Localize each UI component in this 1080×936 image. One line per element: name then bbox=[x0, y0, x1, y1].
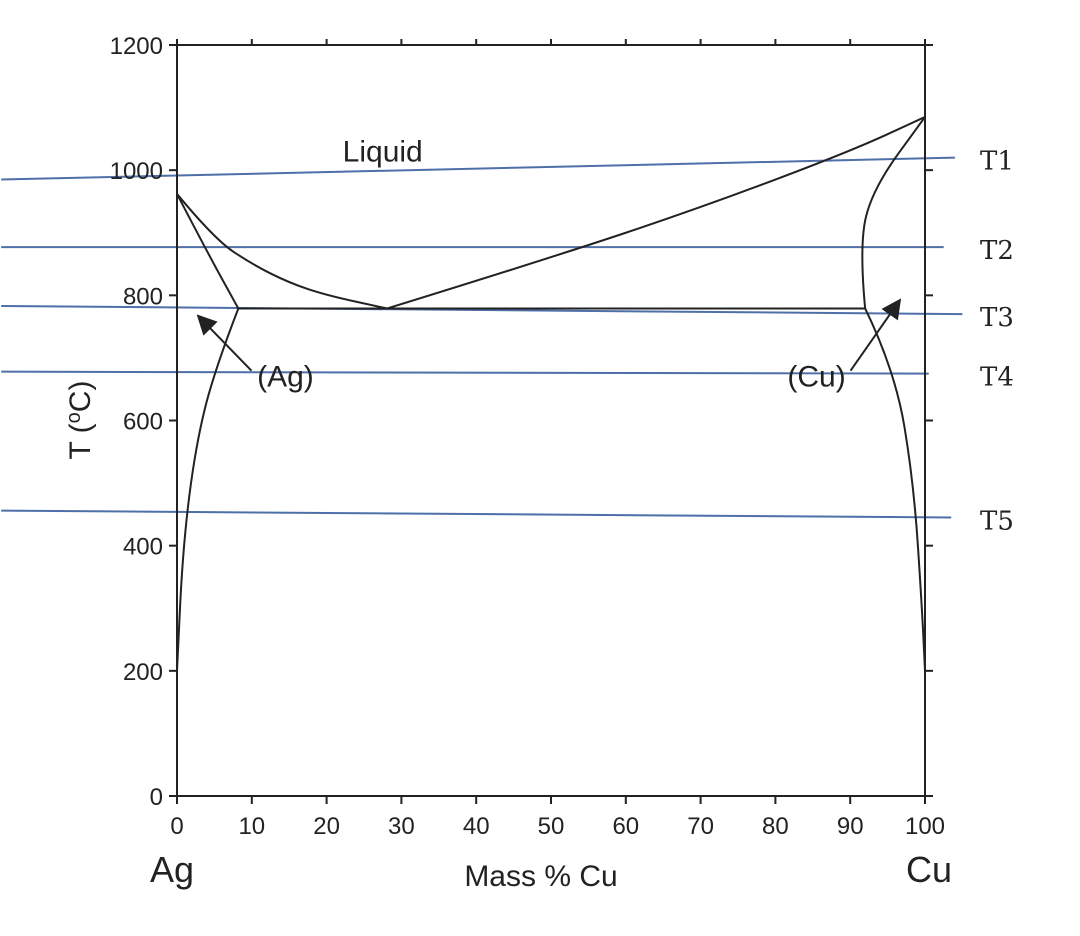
boundary-liquidus-ag bbox=[176, 193, 388, 310]
end-label-cu: Cu bbox=[906, 849, 952, 890]
boundary-solidus-ag bbox=[176, 193, 240, 309]
x-axis-label: Mass % Cu bbox=[464, 860, 617, 893]
region-label: Liquid bbox=[343, 135, 423, 168]
boundary-solidus-cu bbox=[861, 116, 926, 309]
temperature-lines bbox=[1, 156, 963, 519]
y-axis-label-superscript: o bbox=[63, 412, 85, 423]
temperature-line-t4 bbox=[1, 370, 929, 375]
temperature-line-label-t5: T5 bbox=[980, 507, 1014, 537]
y-tick-label: 800 bbox=[123, 283, 163, 310]
region-labels: Liquid (Ag) (Cu) bbox=[196, 135, 902, 394]
temperature-line-label-t3: T3 bbox=[980, 303, 1014, 333]
boundary-solvus-cu bbox=[864, 308, 926, 671]
plot-frame bbox=[176, 44, 926, 797]
y-axis-label-prefix: T ( bbox=[64, 423, 97, 459]
region-label: (Cu) bbox=[787, 361, 845, 394]
ticks: 0 10 20 30 40 50 60 70 80 90 100020040060080010001… bbox=[110, 33, 945, 840]
y-tick-label: 600 bbox=[123, 409, 163, 436]
x-tick-label: 90 bbox=[837, 813, 864, 840]
x-tick-label: 100 bbox=[905, 813, 945, 840]
x-tick-label: 50 bbox=[538, 813, 565, 840]
temperature-line-label-t1: T1 bbox=[980, 147, 1014, 177]
temperature-line-label-t2: T2 bbox=[980, 236, 1014, 266]
region-label: (Ag) bbox=[257, 361, 314, 394]
temperature-line-t1 bbox=[1, 156, 955, 181]
end-label-ag: Ag bbox=[150, 849, 194, 890]
x-tick-label: 20 bbox=[313, 813, 340, 840]
temperature-line-t5 bbox=[1, 509, 952, 519]
boundary-solvus-ag bbox=[176, 308, 240, 671]
phase-boundaries bbox=[176, 116, 926, 671]
x-tick-label: 0 bbox=[170, 813, 183, 840]
temperature-line-t3 bbox=[1, 304, 963, 316]
labels: Mass % Cu T (oC) Ag Cu bbox=[63, 381, 952, 893]
temperature-line-labels: T1 T2 T3 T4 T5 bbox=[980, 147, 1014, 537]
x-tick-label: 60 bbox=[612, 813, 639, 840]
y-tick-label: 0 bbox=[150, 784, 163, 811]
y-axis-label: T (oC) bbox=[63, 381, 97, 460]
y-tick-label: 200 bbox=[123, 659, 163, 686]
y-tick-label: 400 bbox=[123, 534, 163, 561]
region-arrow bbox=[849, 298, 902, 372]
x-tick-label: 80 bbox=[762, 813, 789, 840]
x-tick-label: 10 bbox=[238, 813, 265, 840]
region-arrow bbox=[196, 314, 253, 372]
boundary-liquidus-cu bbox=[386, 116, 926, 310]
y-axis-label-suffix: C) bbox=[64, 381, 97, 413]
y-tick-label: 1000 bbox=[110, 158, 163, 185]
temperature-line-label-t4: T4 bbox=[980, 363, 1014, 393]
x-tick-label: 70 bbox=[687, 813, 714, 840]
axes bbox=[176, 44, 926, 797]
x-tick-label: 40 bbox=[463, 813, 490, 840]
x-tick-label: 30 bbox=[388, 813, 415, 840]
y-tick-label: 1200 bbox=[110, 33, 163, 60]
